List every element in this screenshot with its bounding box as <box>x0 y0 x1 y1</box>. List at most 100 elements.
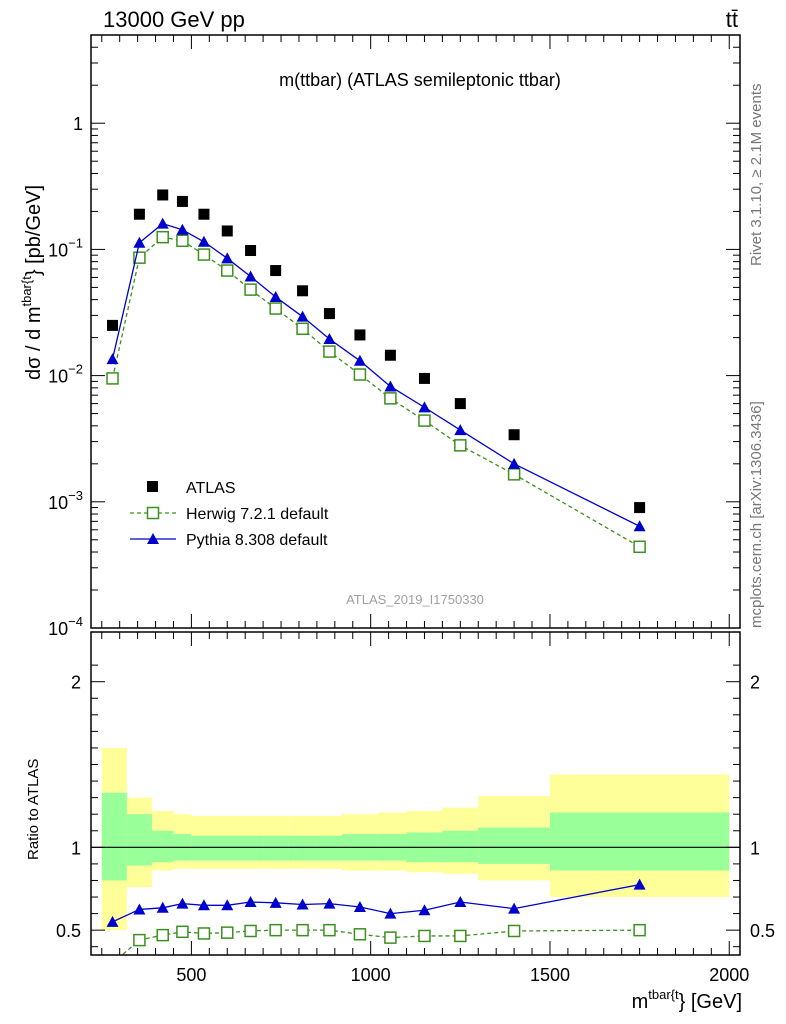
ratio-herwig-point <box>633 923 646 937</box>
main-ytick-label: 10−3 <box>48 488 83 513</box>
ratio-pythia-point <box>633 878 646 890</box>
main-yticks: 10−410−310−210−11 <box>48 34 740 639</box>
legend-label-atlas: ATLAS <box>186 480 236 497</box>
ratio-ytick-label: 1 <box>71 838 81 858</box>
ratio-pythia-point <box>508 902 521 914</box>
ratio-herwig-point <box>418 929 431 943</box>
ratio-band-inner <box>316 835 342 861</box>
ratio-pythia-point <box>384 907 397 919</box>
main-herwig-point <box>296 322 309 336</box>
main-ylabel-tail: } [pb/GeV] <box>23 185 45 276</box>
ratio-herwig-point <box>244 924 257 938</box>
main-atlas-point <box>384 349 396 361</box>
main-pythia-point <box>633 520 646 532</box>
ratio-pythia-line <box>112 883 640 923</box>
main-atlas-point <box>323 308 335 320</box>
ratio-xtick-label: 500 <box>176 965 206 985</box>
ratio-herwig-point <box>176 925 189 939</box>
ratio-ytick-label-right: 2 <box>750 673 760 693</box>
ratio-pythia-point <box>418 904 431 916</box>
ratio-band-inner <box>216 835 239 861</box>
main-atlas-point <box>418 372 430 384</box>
ratio-ytick-label-right: 1 <box>750 838 760 858</box>
ratio-band-inner <box>263 835 289 861</box>
main-ytick-exp: −2 <box>68 362 83 377</box>
main-ytick-label: 10−2 <box>48 362 83 387</box>
ratio-xlabel-sup: tbar{t <box>648 987 679 1002</box>
ratio-pythia-point <box>244 895 257 907</box>
header-right: tt̄ <box>726 7 738 32</box>
ratio-yticks: 0.5 0.5 1 1 2 2 <box>56 664 775 948</box>
main-xticks <box>101 35 730 628</box>
ratio-frame <box>90 631 741 956</box>
main-pythia-line <box>111 222 640 527</box>
ratio-pythia-point <box>197 899 210 911</box>
main-pythia-point <box>454 424 467 436</box>
ratio-herwig-point <box>156 928 169 942</box>
ratio-xlabel-tail: } [GeV] <box>679 991 742 1013</box>
ratio-herwig-point <box>323 923 336 937</box>
analysis-watermark: ATLAS_2019_I1750330 <box>346 592 484 607</box>
ratio-xtick-label: 1500 <box>530 965 570 985</box>
main-ytick-label: 1 <box>73 114 83 134</box>
main-herwig-point <box>353 368 367 381</box>
ratio-band-inner <box>151 830 174 863</box>
main-panel: m(ttbar) (ATLAS semileptonic ttbar) ATLA… <box>19 34 741 639</box>
header-left: 13000 GeV pp <box>103 7 245 32</box>
main-pythia-point <box>353 354 366 366</box>
legend-marker-pythia <box>147 533 159 544</box>
main-pythia-point <box>221 252 234 264</box>
main-herwig-point <box>454 439 467 452</box>
main-herwig-point <box>269 302 282 315</box>
main-pythia-point <box>133 236 146 248</box>
main-ytick-label: 10−4 <box>48 614 83 639</box>
legend-marker-herwig <box>146 506 160 520</box>
ratio-panel: 0.5 0.5 1 1 2 2 500 1000 1500 2000 Ratio to ATLA… <box>25 631 775 1013</box>
ratio-pythia-point <box>176 897 189 909</box>
main-herwig-point <box>507 468 521 481</box>
legend-label-herwig: Herwig 7.2.1 default <box>186 506 329 523</box>
main-ylabel-sup: tbar{t <box>19 276 34 307</box>
main-pythia-point <box>508 457 521 469</box>
main-ytick-label: 10−1 <box>48 235 83 260</box>
ratio-band-inner <box>549 812 730 871</box>
ratio-ytick-label-right: 0.5 <box>750 921 775 941</box>
main-ytick-exp: −3 <box>68 488 83 503</box>
ratio-xlabel-main: m <box>632 991 649 1013</box>
main-atlas-point <box>454 398 466 410</box>
ratio-band-inner <box>126 814 152 866</box>
ratio-pythia-point <box>106 915 119 927</box>
ratio-herwig-point <box>353 928 367 941</box>
main-herwig-point <box>418 414 431 427</box>
ratio-herwig-point <box>221 926 234 939</box>
main-pythia-point <box>244 270 257 282</box>
ratio-series <box>106 878 646 969</box>
main-herwig-point <box>106 372 119 385</box>
main-herwig-point <box>197 248 211 261</box>
main-herwig-point <box>384 392 397 405</box>
main-ytick-base: 10 <box>48 493 68 513</box>
ratio-herwig-line <box>121 929 640 955</box>
main-herwig-point <box>221 264 234 277</box>
ratio-band-inner <box>101 792 127 881</box>
ratio-herwig-point <box>107 958 118 969</box>
main-atlas-point <box>107 319 119 331</box>
main-frame <box>90 34 741 629</box>
ratio-pythia-point <box>454 895 467 907</box>
ratio-herwig-point <box>507 924 521 938</box>
main-ytick-base: 10 <box>48 619 68 639</box>
ratio-ylabel: Ratio to ATLAS <box>25 759 42 860</box>
main-pythia-point <box>296 310 309 322</box>
ratio-uncertainty-bands <box>101 747 730 931</box>
main-atlas-point <box>176 195 188 207</box>
ratio-band-inner <box>442 830 479 863</box>
main-pythia-point <box>418 401 431 413</box>
ratio-band-inner <box>288 835 317 861</box>
mcplots-label: mcplots.cern.ch [arXiv:1306.3436] <box>748 401 765 628</box>
main-pythia-point <box>269 290 282 302</box>
main-herwig-point <box>133 251 146 264</box>
ratio-herwig-point <box>133 933 146 947</box>
ratio-xlabel: mtbar{t} [GeV] <box>632 987 742 1013</box>
main-pythia-point <box>106 353 119 365</box>
